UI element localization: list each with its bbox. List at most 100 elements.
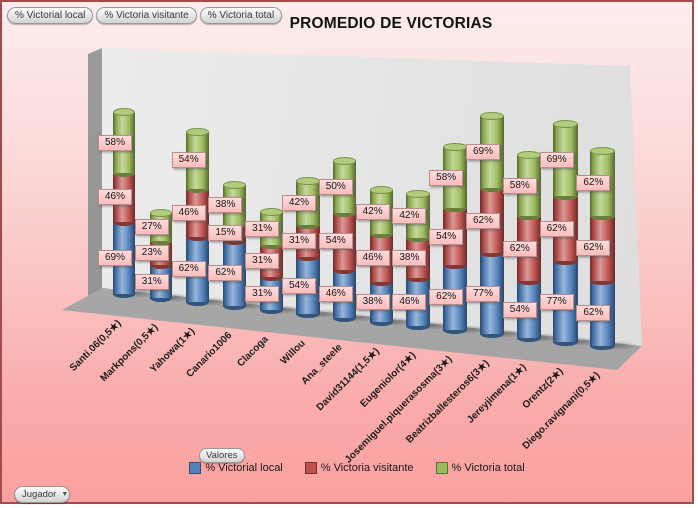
cylinder-rim: [406, 273, 431, 282]
data-label: 62%: [429, 289, 464, 306]
cylinder-rim: [113, 169, 135, 178]
category-field-button[interactable]: Jugador ▼: [14, 486, 70, 503]
chart-side-wall: [88, 48, 102, 298]
data-label: 54%: [429, 228, 464, 245]
legend-item: % Victoria visitante: [304, 462, 414, 474]
legend-swatch-icon: [435, 462, 448, 474]
cylinder-base-rim: [186, 297, 209, 306]
data-label: 69%: [98, 249, 132, 266]
dropdown-arrow-icon: ▼: [61, 491, 69, 498]
data-label: 46%: [355, 249, 390, 266]
data-label: 54%: [502, 301, 537, 318]
data-label: 38%: [208, 197, 243, 214]
cylinder-rim: [553, 192, 578, 201]
chart-title: PROMEDIO DE VICTORIAS: [289, 15, 493, 32]
cylinder-rim: [553, 257, 578, 266]
bar-shadow: [410, 321, 453, 330]
bar-shadow: [556, 337, 602, 346]
cylinder-base-rim: [333, 314, 357, 322]
cylinder-cap: [479, 111, 505, 120]
data-label: 27%: [134, 219, 169, 236]
data-label: 58%: [429, 169, 464, 186]
legend-swatch-icon: [304, 462, 317, 474]
cylinder-rim: [186, 232, 209, 241]
cylinder-cap: [333, 156, 357, 165]
category-label: Beatrizballesteros6(3★): [404, 358, 492, 446]
cylinder-cap: [369, 185, 394, 194]
bar-shadow: [520, 333, 565, 342]
data-label: 58%: [98, 134, 132, 151]
legend-swatch-icon: [189, 462, 202, 474]
legend-label: % Victoria visitante: [320, 462, 414, 474]
data-label: 15%: [208, 225, 243, 242]
legend-item: % Victorial local: [189, 462, 283, 474]
data-label: 54%: [318, 233, 353, 250]
bar-shadow: [153, 293, 194, 302]
data-label: 54%: [171, 152, 206, 169]
data-label: 46%: [98, 189, 132, 206]
legend-label: % Victorial local: [205, 462, 283, 474]
cylinder-base-rim: [223, 302, 246, 310]
data-label: 50%: [318, 178, 353, 195]
category-label: Diego.ravignani(0,5★): [520, 370, 603, 452]
cylinder-base-rim: [406, 321, 431, 330]
cylinder-rim: [406, 233, 431, 242]
bar-shadow: [226, 301, 268, 310]
category-field-label: Jugador: [22, 489, 57, 500]
cylinder-cap: [223, 181, 246, 190]
field-filter-button[interactable]: % Victoria total: [199, 7, 283, 24]
cylinder-rim: [333, 209, 357, 217]
data-label: 54%: [282, 277, 316, 294]
bar-shadow: [263, 305, 305, 314]
category-label: Willou: [278, 338, 308, 367]
data-label: 23%: [134, 245, 169, 262]
cylinder-rim: [516, 277, 542, 286]
cylinder-base-rim: [553, 337, 578, 346]
data-label: 42%: [282, 194, 316, 211]
cylinder-rim: [589, 211, 615, 220]
cylinder-cap: [553, 119, 578, 128]
cylinder-cap: [113, 108, 135, 117]
cylinder-base-rim: [259, 305, 283, 314]
cylinder-rim: [186, 184, 209, 193]
values-field-button[interactable]: Valores: [199, 448, 245, 463]
cylinder-base-rim: [113, 289, 135, 298]
field-filter-button[interactable]: % Victoria visitante: [96, 7, 197, 24]
bar-shadow: [446, 325, 491, 334]
cylinder-base-rim: [443, 325, 468, 334]
data-labels-layer: 69% 46% 58% 31% 23% 27% 62% 46% 54% 62% 15% 38% 31% 3…: [2, 2, 692, 502]
data-label: 31%: [282, 233, 316, 250]
cylinder-rim: [333, 265, 357, 274]
filter-button-row: % Victorial local% Victoria visitante% V…: [7, 7, 283, 24]
cylinder-base-rim: [296, 309, 320, 318]
cylinder-rim: [443, 204, 468, 213]
bar-shadow: [373, 317, 416, 326]
data-label: 62%: [208, 265, 243, 282]
cylinder-rim: [149, 261, 172, 270]
category-label: Clacoga: [235, 334, 271, 370]
data-label: 62%: [576, 305, 611, 322]
cylinder-base-rim: [589, 341, 615, 350]
data-label: 62%: [502, 240, 537, 257]
cylinder-rim: [479, 249, 505, 258]
legend: % Victorial local % Victoria visitante % V…: [137, 462, 577, 474]
cylinder-rim: [259, 273, 283, 282]
data-label: 69%: [539, 151, 574, 168]
data-label: 62%: [466, 212, 500, 229]
data-label: 42%: [355, 203, 390, 220]
legend-item: % Victoria total: [435, 462, 525, 474]
data-label: 77%: [466, 285, 500, 302]
data-label: 42%: [392, 207, 427, 224]
data-label: 62%: [576, 175, 611, 192]
data-label: 58%: [502, 177, 537, 194]
field-filter-button[interactable]: % Victorial local: [7, 7, 94, 24]
data-label: 62%: [171, 261, 206, 278]
bar-shadow: [336, 313, 379, 322]
cylinder-cap: [406, 189, 431, 198]
cylinder-rim: [296, 253, 320, 262]
cylinder-cap: [149, 208, 172, 217]
data-label: 46%: [171, 204, 206, 221]
cylinder-cap: [186, 127, 209, 136]
data-label: 62%: [539, 220, 574, 237]
